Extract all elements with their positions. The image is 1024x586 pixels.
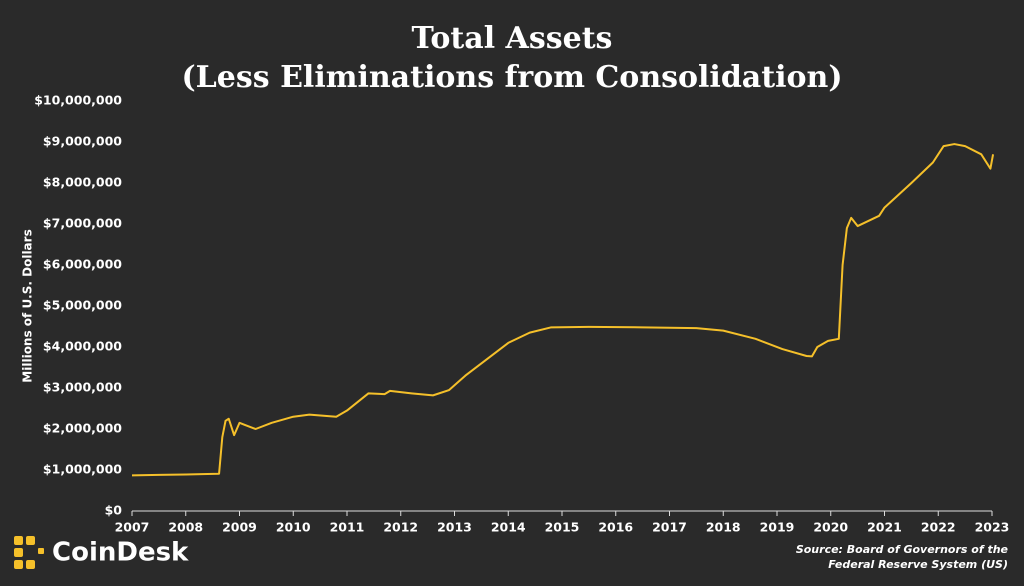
x-tick-label: 2023 (975, 520, 1010, 535)
x-tick-label: 2011 (330, 520, 365, 535)
y-tick-label: $9,000,000 (43, 134, 122, 149)
brand-logo (14, 536, 44, 569)
x-tick-label: 2018 (706, 520, 741, 535)
y-tick-label: $7,000,000 (43, 216, 122, 231)
x-tick-label: 2022 (921, 520, 956, 535)
x-tick-label: 2021 (867, 520, 902, 535)
y-axis-label: Millions of U.S. Dollars (21, 229, 35, 382)
chart-title: Total Assets (412, 21, 613, 56)
y-tick-label: $6,000,000 (43, 257, 122, 272)
chart-title: (Less Eliminations from Consolidation) (181, 60, 842, 95)
y-tick-label: $0 (105, 503, 123, 518)
y-tick-label: $2,000,000 (43, 421, 122, 436)
x-tick-label: 2020 (813, 520, 848, 535)
x-tick-label: 2009 (222, 520, 257, 535)
x-tick-label: 2012 (383, 520, 418, 535)
y-tick-label: $3,000,000 (43, 380, 122, 395)
x-tick-label: 2014 (491, 520, 526, 535)
brand-name: CoinDesk (52, 538, 189, 568)
data-line (131, 143, 995, 477)
source-note: Source: Board of Governors of the (796, 543, 1009, 556)
x-tick-label: 2019 (760, 520, 795, 535)
x-tick-label: 2007 (115, 520, 150, 535)
x-tick-label: 2017 (652, 520, 687, 535)
x-tick-label: 2015 (545, 520, 580, 535)
x-tick-label: 2008 (168, 520, 203, 535)
x-tick-label: 2013 (437, 520, 472, 535)
x-tick-label: 2016 (598, 520, 633, 535)
y-tick-label: $1,000,000 (43, 462, 122, 477)
y-tick-label: $4,000,000 (43, 339, 122, 354)
y-tick-label: $5,000,000 (43, 298, 122, 313)
x-tick-label: 2010 (276, 520, 311, 535)
y-tick-label: $10,000,000 (34, 93, 122, 108)
y-tick-label: $8,000,000 (43, 175, 122, 190)
source-note: Federal Reserve System (US) (828, 558, 1008, 571)
